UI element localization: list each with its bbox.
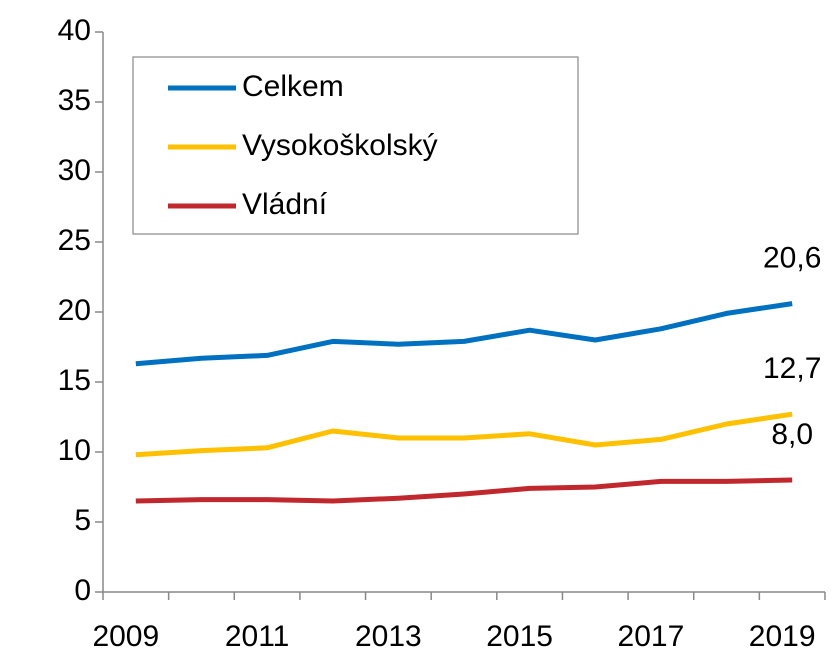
x-tick-label: 2009 xyxy=(92,620,159,653)
value-label: 12,7 xyxy=(763,352,821,385)
y-tick-label: 0 xyxy=(74,574,91,607)
y-tick-label: 40 xyxy=(58,14,91,47)
x-tick-label: 2015 xyxy=(486,620,553,653)
x-tick-label: 2011 xyxy=(225,620,290,653)
series-line xyxy=(135,301,793,367)
legend-label: Vládní xyxy=(242,188,328,221)
y-tick-label: 30 xyxy=(58,154,91,187)
y-tick-label: 35 xyxy=(58,84,91,117)
x-tick-label: 2013 xyxy=(355,620,422,653)
value-label: 20,6 xyxy=(763,242,821,275)
y-tick-label: 5 xyxy=(74,504,91,537)
legend-label: Celkem xyxy=(242,70,344,103)
value-label: 8,0 xyxy=(771,418,813,451)
series-line xyxy=(135,411,793,458)
y-tick-label: 25 xyxy=(58,224,91,257)
y-tick-label: 10 xyxy=(58,434,91,467)
series-line xyxy=(135,477,793,504)
legend-label: Vysokoškolský xyxy=(242,129,438,162)
x-tick-label: 2017 xyxy=(618,620,685,653)
y-tick-label: 20 xyxy=(58,294,91,327)
x-tick-label: 2019 xyxy=(749,620,816,653)
y-tick-label: 15 xyxy=(58,364,91,397)
